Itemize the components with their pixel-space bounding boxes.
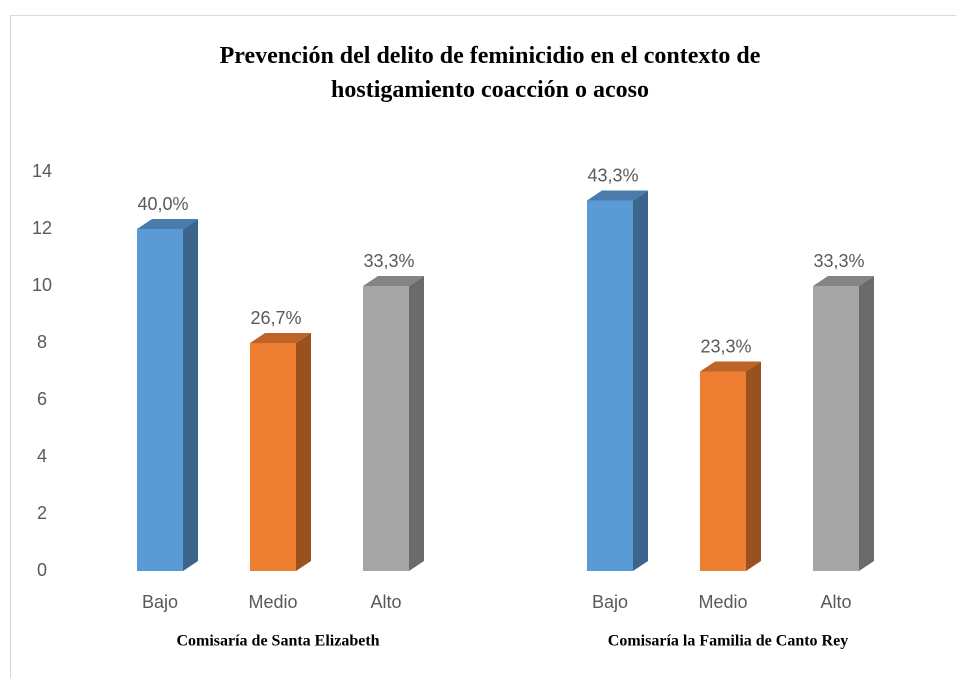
x-tick-label: Bajo xyxy=(142,592,178,612)
bar-top xyxy=(250,333,311,343)
group-label: Comisaría de Santa Elizabeth xyxy=(176,633,379,650)
bar-top xyxy=(363,276,424,286)
value-label: 40,0% xyxy=(137,194,188,214)
y-tick-label: 12 xyxy=(32,218,52,238)
y-tick-label: 6 xyxy=(37,389,47,409)
chart-title: Prevención del delito de feminicidio en … xyxy=(220,43,761,103)
value-label: 23,3% xyxy=(700,336,751,356)
bar xyxy=(363,286,409,571)
x-tick-label: Bajo xyxy=(592,592,628,612)
x-tick-label: Medio xyxy=(248,592,297,612)
bar-top xyxy=(137,219,198,229)
x-tick-label: Medio xyxy=(698,592,747,612)
bar-side xyxy=(859,276,874,571)
bar xyxy=(813,286,859,571)
bar-side xyxy=(296,333,311,571)
y-tick-label: 10 xyxy=(32,275,52,295)
value-label: 26,7% xyxy=(250,308,301,328)
bar xyxy=(587,200,633,571)
bar-side xyxy=(633,190,648,571)
x-tick-label: Alto xyxy=(370,592,401,612)
value-label: 33,3% xyxy=(813,251,864,271)
bar xyxy=(250,343,296,571)
bar xyxy=(137,229,183,571)
bar-side xyxy=(409,276,424,571)
bar-side xyxy=(746,361,761,571)
bar xyxy=(700,371,746,571)
y-tick-label: 8 xyxy=(37,332,47,352)
y-tick-label: 4 xyxy=(37,446,47,466)
y-tick-label: 14 xyxy=(32,161,52,181)
y-tick-label: 2 xyxy=(37,503,47,523)
x-tick-label: Alto xyxy=(820,592,851,612)
group-label: Comisaría la Familia de Canto Rey xyxy=(608,633,848,650)
value-label: 43,3% xyxy=(587,165,638,185)
bar-top xyxy=(587,190,648,201)
value-label: 33,3% xyxy=(363,251,414,271)
bar-top xyxy=(813,276,874,286)
y-tick-label: 0 xyxy=(37,560,47,580)
bar-side xyxy=(183,219,198,571)
bar-top xyxy=(700,361,761,372)
